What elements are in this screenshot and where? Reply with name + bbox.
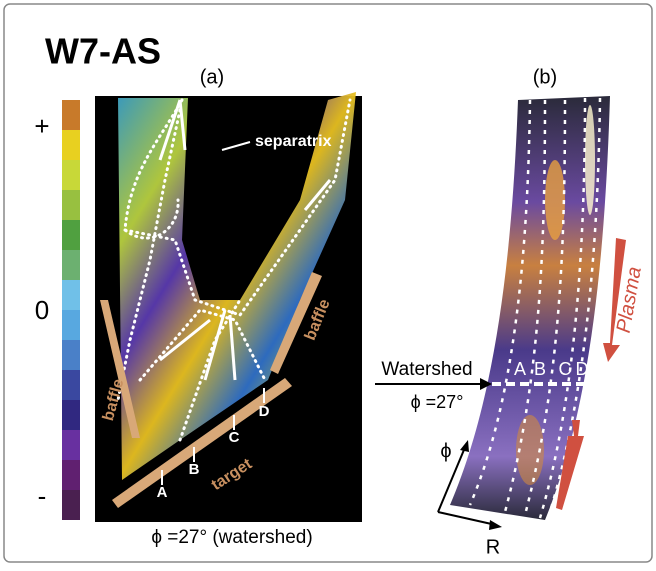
arrow-head bbox=[460, 440, 469, 452]
annotation: Watershed bbox=[381, 359, 472, 380]
panel-label: (a) bbox=[200, 66, 224, 88]
point-label: C bbox=[559, 359, 572, 379]
panel-label: (b) bbox=[533, 66, 557, 88]
figure-title: W7-AS bbox=[45, 31, 161, 72]
density-map bbox=[118, 92, 356, 480]
field-lines bbox=[158, 99, 332, 381]
point-label: A bbox=[514, 359, 526, 379]
point-label: B bbox=[534, 359, 546, 379]
point-label: B bbox=[189, 461, 200, 478]
annotation: ϕ =27° bbox=[411, 392, 464, 412]
colorbar-label: 0 bbox=[35, 295, 49, 325]
density-map bbox=[450, 96, 610, 520]
colorbar bbox=[62, 100, 80, 520]
flux-lines bbox=[468, 97, 602, 519]
point-arrows bbox=[161, 388, 265, 485]
arrow bbox=[221, 141, 251, 151]
colorbar-label: + bbox=[34, 111, 49, 141]
plasma-arrows bbox=[556, 238, 626, 510]
point-label: A bbox=[157, 484, 168, 501]
axis-label: ϕ bbox=[440, 440, 451, 462]
colorbar-label: - bbox=[38, 481, 47, 511]
point-label: C bbox=[229, 429, 240, 446]
point-label: D bbox=[259, 403, 270, 420]
caption: ϕ =27° (watershed) bbox=[151, 527, 312, 548]
arrow-head bbox=[480, 378, 492, 390]
point-label: D bbox=[576, 359, 589, 379]
hotspot bbox=[545, 160, 565, 240]
baffles bbox=[100, 272, 322, 508]
axis-label: R bbox=[486, 536, 500, 558]
axes bbox=[437, 444, 497, 526]
annotation: separatrix bbox=[255, 133, 332, 150]
arrow-head bbox=[489, 520, 502, 530]
separatrix-lines bbox=[116, 98, 352, 442]
hotspot bbox=[585, 105, 595, 215]
